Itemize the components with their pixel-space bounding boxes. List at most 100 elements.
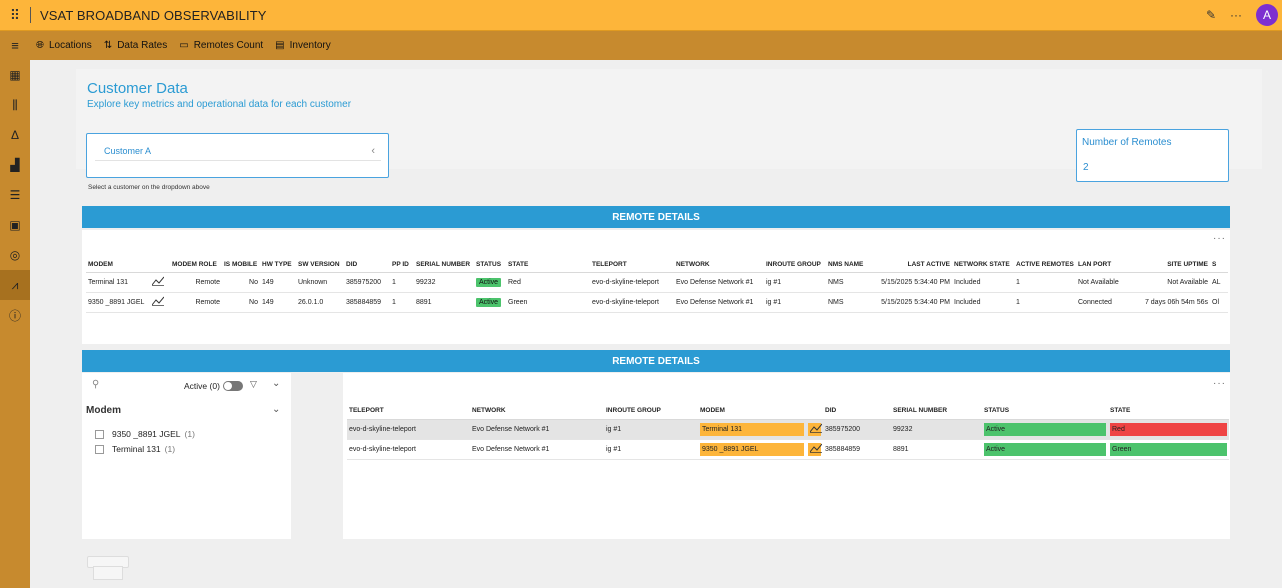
state-badge: Red: [1110, 422, 1227, 436]
page-title: Customer Data: [87, 80, 188, 97]
hamburger-icon[interactable]: ≡: [11, 38, 19, 53]
nav-item-locations[interactable]: 🌐︎ Locations: [36, 40, 92, 51]
list-icon[interactable]: ☰: [9, 188, 21, 202]
page-subtitle: Explore key metrics and operational data…: [87, 99, 352, 110]
search-icon[interactable]: ⚲: [92, 379, 100, 390]
cell-modem: Terminal 131: [86, 272, 150, 293]
col-header[interactable]: IS MOBILE: [222, 258, 260, 273]
col-header[interactable]: NETWORK: [470, 402, 604, 420]
nav-item-remotes-count[interactable]: ▭ Remotes Count: [179, 40, 263, 51]
col-header[interactable]: STATUS: [474, 258, 506, 273]
globe-icon[interactable]: ◎: [9, 248, 21, 262]
table-row[interactable]: evo-d-skyline-teleport Evo Defense Netwo…: [347, 419, 1229, 440]
table-row[interactable]: Terminal 131 Remote No 149 Unknown 38597…: [86, 272, 1228, 293]
col-header[interactable]: ACTIVE REMOTES: [1014, 258, 1076, 273]
cell-serial: 99232: [891, 419, 982, 440]
col-header[interactable]: INROUTE GROUP: [604, 402, 698, 420]
col-header[interactable]: TELEPORT: [347, 402, 470, 420]
col-header[interactable]: SITE UPTIME: [1130, 258, 1210, 273]
filter-icon[interactable]: ▽: [250, 379, 257, 389]
customer-dropdown[interactable]: Customer A ‹: [95, 142, 381, 161]
filter-item[interactable]: 9350 _8891 JGEL (1): [95, 429, 195, 439]
cell-state: Red: [506, 272, 590, 293]
arrows-updown-icon: ⇅: [103, 40, 113, 51]
cell-did: 385975200: [823, 419, 891, 440]
cell-status: Active: [982, 439, 1108, 460]
cell-did: 385975200: [344, 272, 390, 293]
col-header[interactable]: PP ID: [390, 258, 414, 273]
triangle-icon[interactable]: Δ: [10, 128, 19, 142]
cell-ppid: 1: [390, 272, 414, 293]
line-chart-icon[interactable]: ⩘: [0, 270, 30, 300]
col-header[interactable]: SERIAL NUMBER: [414, 258, 474, 273]
cell-extra: AL: [1210, 272, 1228, 293]
col-header[interactable]: MODEM: [86, 258, 150, 273]
table-row[interactable]: evo-d-skyline-teleport Evo Defense Netwo…: [347, 439, 1229, 460]
more-icon[interactable]: ···: [1213, 378, 1226, 389]
bars-icon[interactable]: ⫼: [12, 97, 18, 112]
section-header-remote-details-2: REMOTE DETAILS: [82, 350, 1230, 372]
card-icon: ▭: [179, 40, 189, 51]
active-toggle[interactable]: [223, 381, 243, 391]
filter-item-count: (1): [164, 444, 176, 454]
col-header[interactable]: DID: [344, 258, 390, 273]
line-chart-icon[interactable]: [150, 272, 170, 293]
checkbox[interactable]: [95, 429, 104, 439]
chevron-left-icon[interactable]: ‹: [371, 145, 375, 157]
more-icon[interactable]: ···: [1230, 8, 1242, 22]
more-icon[interactable]: ···: [1213, 233, 1226, 244]
col-header[interactable]: NMS NAME: [826, 258, 872, 273]
col-header[interactable]: INROUTE GROUP: [764, 258, 826, 273]
filter-item[interactable]: Terminal 131 (1): [95, 444, 175, 454]
cell-teleport: evo-d-skyline-teleport: [347, 439, 470, 460]
col-header[interactable]: DID: [823, 402, 891, 420]
nav-item-label: Locations: [49, 40, 92, 51]
cell-hw: 149: [260, 272, 296, 293]
cell-hw: 149: [260, 292, 296, 313]
col-header[interactable]: HW TYPE: [260, 258, 296, 273]
filter-item-label: Terminal 131: [112, 444, 161, 454]
chart-icon[interactable]: ▟: [10, 158, 20, 172]
title-divider: [30, 7, 31, 23]
checkbox[interactable]: [95, 444, 104, 454]
waffle-icon[interactable]: ⠿: [9, 6, 21, 23]
col-header[interactable]: LAN PORT: [1076, 258, 1130, 273]
cell-sw: Unknown: [296, 272, 344, 293]
col-header[interactable]: SERIAL NUMBER: [891, 402, 982, 420]
line-chart-icon[interactable]: [806, 419, 823, 440]
col-header[interactable]: S: [1210, 258, 1228, 273]
modem-filter-header[interactable]: Modem: [86, 405, 121, 416]
nav-item-data-rates[interactable]: ⇅ Data Rates: [104, 40, 167, 51]
chevron-down-icon[interactable]: ⌄: [272, 378, 281, 389]
cell-lan-port: Not Available: [1076, 272, 1130, 293]
col-header[interactable]: MODEM: [698, 402, 806, 420]
cell-modem: 9350 _8891 JGEL: [86, 292, 150, 313]
avatar[interactable]: A: [1256, 4, 1278, 26]
pencil-icon[interactable]: ✎: [1205, 8, 1216, 22]
table-row[interactable]: 9350 _8891 JGEL Remote No 149 26.0.1.0 3…: [86, 292, 1228, 313]
cell-network: Evo Defense Network #1: [674, 292, 764, 313]
cell-role: Remote: [170, 292, 222, 313]
col-header[interactable]: STATE: [506, 258, 590, 273]
col-header[interactable]: MODEM ROLE: [170, 258, 222, 273]
col-header[interactable]: STATE: [1108, 402, 1229, 420]
nav-item-label: Remotes Count: [193, 40, 264, 51]
cell-state: Green: [506, 292, 590, 313]
col-header[interactable]: LAST ACTIVE: [872, 258, 952, 273]
col-header[interactable]: STATUS: [982, 402, 1108, 420]
remotes-card-value: 2: [1083, 162, 1089, 173]
col-header[interactable]: TELEPORT: [590, 258, 674, 273]
cell-teleport: evo-d-skyline-teleport: [347, 419, 470, 440]
report-icon[interactable]: ▣: [9, 218, 21, 232]
dashboard-icon[interactable]: ▦: [9, 68, 21, 82]
chevron-down-icon[interactable]: ⌄: [272, 404, 281, 415]
col-header[interactable]: NETWORK STATE: [952, 258, 1014, 273]
col-header[interactable]: SW VERSION: [296, 258, 344, 273]
line-chart-icon[interactable]: [150, 292, 170, 313]
info-icon[interactable]: ⓘ: [8, 308, 21, 323]
line-chart-icon[interactable]: [806, 439, 823, 460]
col-header[interactable]: NETWORK: [674, 258, 764, 273]
nav-item-inventory[interactable]: ▤ Inventory: [275, 40, 331, 51]
status-badge: Active: [476, 297, 502, 307]
cell-ppid: 1: [390, 292, 414, 313]
